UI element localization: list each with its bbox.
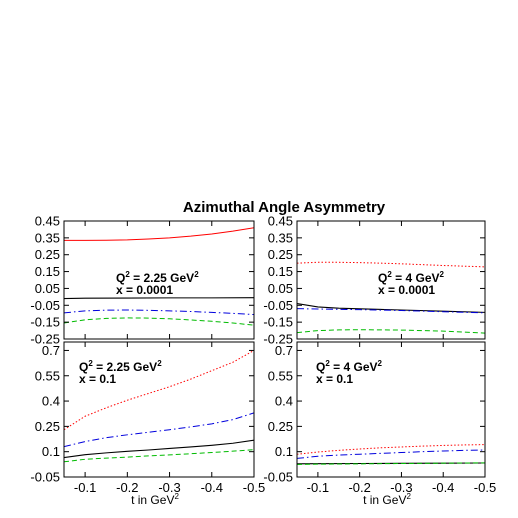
y-tick-label: 0.4 — [42, 394, 60, 409]
y-tick-label: -0.25 — [30, 332, 60, 347]
y-tick-label: 0.7 — [275, 343, 293, 358]
annotation-q2: Q2 = 2.25 GeV2 — [116, 270, 199, 285]
y-tick-label: 0.05 — [268, 281, 293, 296]
series-line-green — [64, 317, 254, 326]
series-line-black — [64, 439, 254, 459]
x-axis-label: t in GeV2 — [131, 492, 179, 507]
annotation-q2: Q2 = 4 GeV2 — [316, 359, 383, 374]
y-tick-label: -0.05 — [30, 470, 60, 485]
x-tick-label: -0.5 — [474, 480, 496, 495]
y-tick-label: 0.25 — [268, 247, 293, 262]
plot-frame — [63, 220, 255, 340]
y-tick-label: 0.15 — [35, 264, 60, 279]
annotation-q2: Q2 = 2.25 GeV2 — [79, 359, 162, 374]
series-line-green — [297, 462, 485, 466]
panel-top-left: -0.25 -0.15 -0.05 0.05 0.15 0.25 0.350.45 Q2 = … — [30, 214, 255, 347]
y-tick-label: 0.4 — [275, 394, 293, 409]
annotation-x: x = 0.1 — [79, 372, 116, 386]
y-tick-label: -0.05 — [263, 470, 293, 485]
y-tick-label: 0.25 — [35, 247, 60, 262]
series-line-green — [297, 329, 485, 334]
plot-frame — [296, 341, 486, 478]
panel-bottom-left: -0.05 0.1 0.25 0.4 0.55 0.7 -0.1 -0.2 -0.3 -0.4 -0… — [30, 341, 265, 507]
y-tick-label: 0.45 — [268, 214, 293, 229]
y-tick-label: 0.35 — [268, 230, 293, 245]
annotation-x: x = 0.0001 — [116, 283, 173, 297]
series-line-red — [64, 350, 254, 431]
y-tick-label: 0.05 — [35, 281, 60, 296]
x-tick-label: -0.1 — [74, 480, 96, 495]
y-tick-label: 0.1 — [275, 444, 293, 459]
y-tick-label: 0.25 — [35, 419, 60, 434]
series-line-black — [64, 297, 254, 300]
y-tick-label: 0.45 — [35, 214, 60, 229]
y-tick-label: 0.1 — [42, 444, 60, 459]
x-tick-label: -0.3 — [390, 480, 412, 495]
series-line-blue — [64, 309, 254, 316]
series-line-blue — [297, 449, 485, 459]
x-tick-label: -0.5 — [243, 480, 265, 495]
y-tick-label: 0.35 — [35, 230, 60, 245]
y-tick-label: 0.7 — [42, 343, 60, 358]
x-tick-label: -0.2 — [348, 480, 370, 495]
y-tick-label: -0.25 — [263, 332, 293, 347]
annotation-q2: Q2 = 4 GeV2 — [378, 270, 445, 285]
x-axis-label: t in GeV2 — [363, 492, 411, 507]
y-tick-label: -0.05 — [30, 298, 60, 313]
series-line-blue — [64, 412, 254, 448]
series-line-red — [64, 227, 254, 241]
annotation-x: x = 0.1 — [316, 372, 353, 386]
y-tick-label: 0.55 — [35, 368, 60, 383]
series-line-green — [64, 449, 254, 463]
series-line-red — [297, 261, 485, 268]
y-tick-label: 0.55 — [268, 368, 293, 383]
x-tick-label: -0.2 — [116, 480, 138, 495]
y-tick-label: -0.15 — [263, 315, 293, 330]
series-line-red — [297, 444, 485, 455]
plot-frame — [296, 220, 486, 340]
y-tick-label: 0.15 — [268, 264, 293, 279]
y-tick-label: 0.25 — [268, 419, 293, 434]
x-tick-label: -0.1 — [307, 480, 329, 495]
x-tick-label: -0.3 — [158, 480, 180, 495]
y-tick-label: -0.05 — [263, 298, 293, 313]
figure-title: Azimuthal Angle Asymmetry — [183, 199, 386, 216]
x-tick-label: -0.4 — [432, 480, 454, 495]
series-line-blue — [297, 308, 485, 314]
annotation-x: x = 0.0001 — [378, 283, 435, 297]
panel-bottom-right: -0.05 0.1 0.25 0.4 0.55 0.7 -0.1 -0.2 -0.3 -0.4 -0… — [263, 341, 496, 507]
series-line-black — [297, 303, 485, 313]
plot-frame — [63, 341, 255, 478]
x-tick-label: -0.4 — [201, 480, 223, 495]
y-tick-label: -0.15 — [30, 315, 60, 330]
panel-top-right: -0.25 -0.15 -0.05 0.05 0.15 0.25 0.350.45 Q2 = … — [263, 214, 486, 347]
